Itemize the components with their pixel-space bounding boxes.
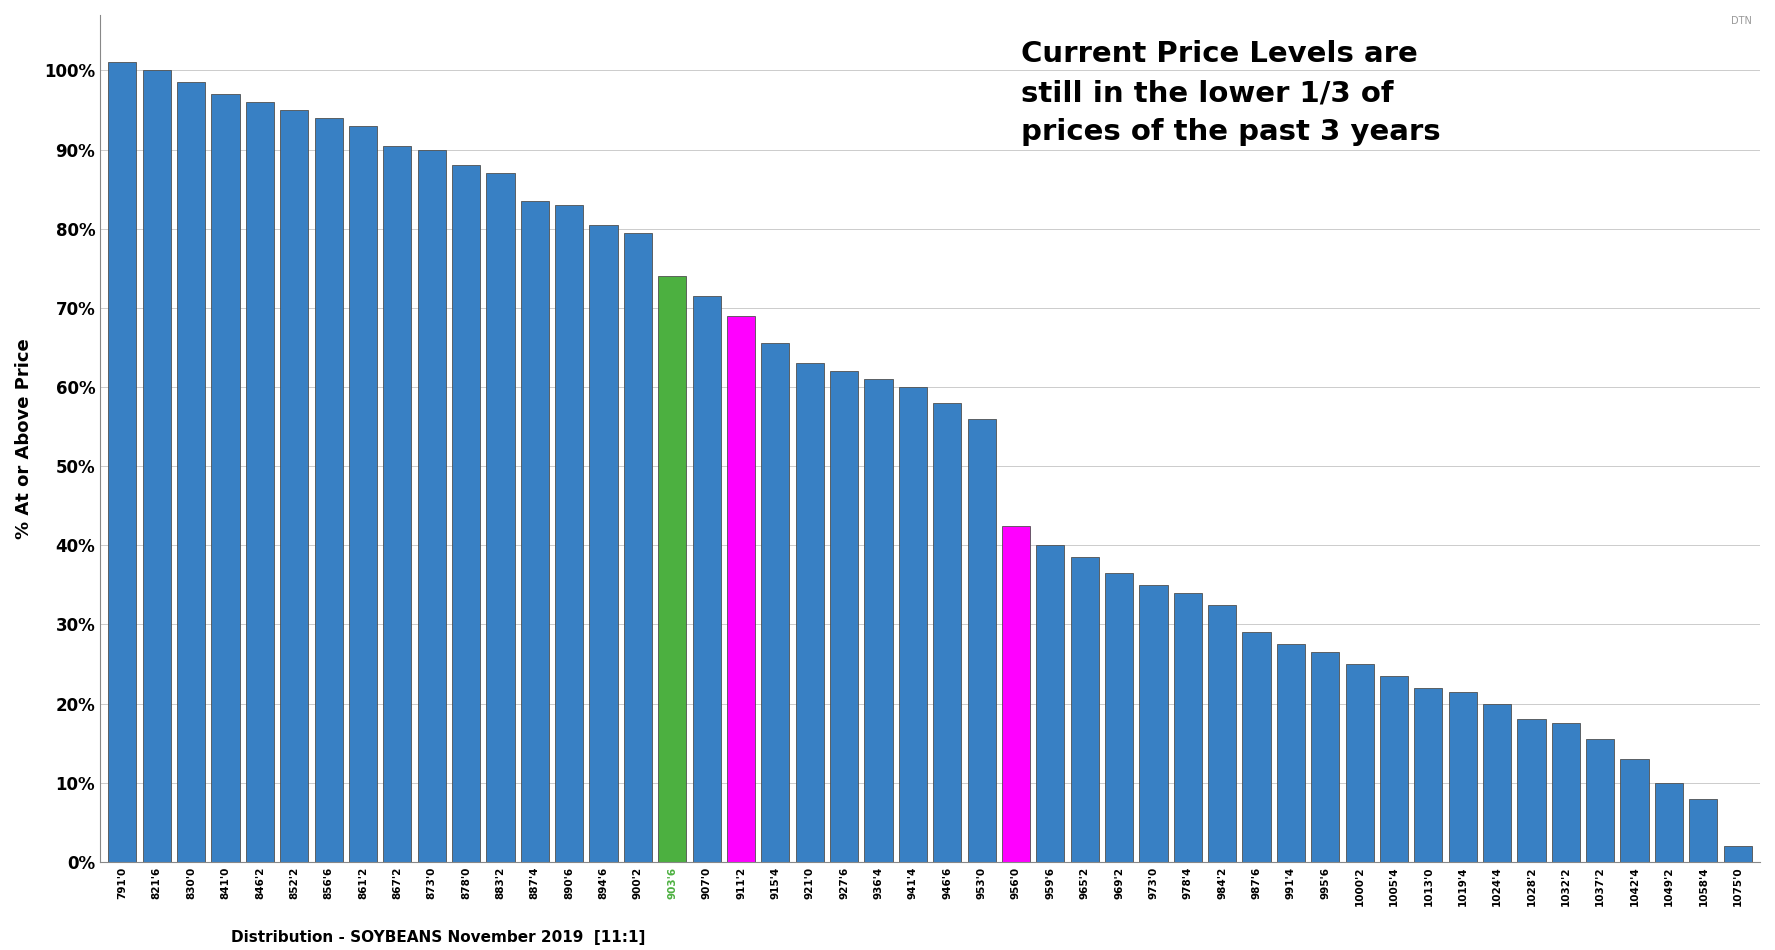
Bar (1001, 525, 1030, 862)
Bar (453, 165, 481, 862)
Bar (934, 403, 962, 862)
Bar (1448, 692, 1477, 862)
Bar (245, 102, 273, 862)
Text: Distribution - SOYBEANS November 2019  [11:1]: Distribution - SOYBEANS November 2019 [1… (231, 930, 644, 945)
Bar (1140, 585, 1168, 862)
Bar (142, 70, 170, 862)
Bar (1484, 704, 1511, 862)
Text: Current Price Levels are
still in the lower 1/3 of
prices of the past 3 years: Current Price Levels are still in the lo… (1021, 41, 1441, 146)
Bar (211, 94, 240, 862)
Bar (589, 225, 618, 862)
Bar (383, 145, 412, 862)
Bar (1724, 846, 1752, 862)
Bar (967, 419, 996, 862)
Bar (659, 276, 687, 862)
Bar (1312, 652, 1340, 862)
Bar (831, 371, 859, 862)
Bar (761, 344, 790, 862)
Bar (1587, 739, 1613, 862)
Bar (1209, 604, 1235, 862)
Bar (623, 233, 651, 862)
Bar (795, 363, 824, 862)
Bar (1276, 644, 1305, 862)
Bar (417, 149, 446, 862)
Bar (1242, 633, 1271, 862)
Bar (1518, 719, 1546, 862)
Bar (864, 379, 893, 862)
Bar (1173, 593, 1202, 862)
Y-axis label: % At or Above Price: % At or Above Price (14, 338, 34, 539)
Bar (1106, 573, 1132, 862)
Bar (898, 387, 927, 862)
Bar (1415, 688, 1443, 862)
Bar (692, 296, 721, 862)
Bar (1379, 675, 1408, 862)
Bar (1551, 723, 1580, 862)
Bar (556, 205, 584, 862)
Bar (108, 63, 137, 862)
Bar (314, 118, 343, 862)
Bar (1621, 759, 1649, 862)
Bar (728, 315, 754, 862)
Bar (280, 110, 309, 862)
Bar (1070, 557, 1099, 862)
Bar (1037, 545, 1065, 862)
Bar (1654, 783, 1683, 862)
Bar (350, 125, 376, 862)
Bar (178, 83, 206, 862)
Bar (520, 201, 548, 862)
Bar (486, 173, 515, 862)
Bar (1345, 664, 1374, 862)
Text: DTN: DTN (1731, 16, 1752, 27)
Bar (1690, 799, 1718, 862)
